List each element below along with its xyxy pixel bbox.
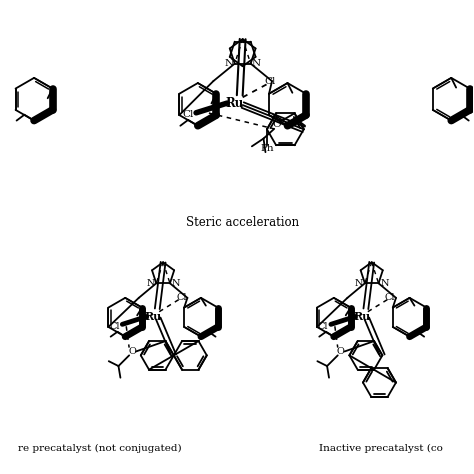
Text: O: O xyxy=(273,120,282,129)
Text: Cl: Cl xyxy=(385,292,395,301)
Text: N: N xyxy=(252,59,261,68)
Text: Cl: Cl xyxy=(182,110,194,119)
Text: re precatalyst (not conjugated): re precatalyst (not conjugated) xyxy=(18,444,182,453)
Text: N: N xyxy=(355,279,363,288)
Text: N: N xyxy=(172,279,180,288)
Text: Ru: Ru xyxy=(354,311,371,322)
Text: O: O xyxy=(337,347,345,356)
Text: Cl: Cl xyxy=(109,322,120,331)
Text: Steric acceleration: Steric acceleration xyxy=(186,216,299,229)
Text: N: N xyxy=(380,279,389,288)
Text: N: N xyxy=(146,279,155,288)
Text: Cl: Cl xyxy=(318,322,328,331)
Text: Cl: Cl xyxy=(176,292,187,301)
Text: Cl: Cl xyxy=(264,77,275,86)
Text: Ph: Ph xyxy=(260,144,273,153)
Text: Ru: Ru xyxy=(145,311,162,322)
Text: N: N xyxy=(224,59,233,68)
Text: Ru: Ru xyxy=(226,97,244,109)
Text: O: O xyxy=(128,347,136,356)
Text: Inactive precatalyst (co: Inactive precatalyst (co xyxy=(319,444,443,453)
